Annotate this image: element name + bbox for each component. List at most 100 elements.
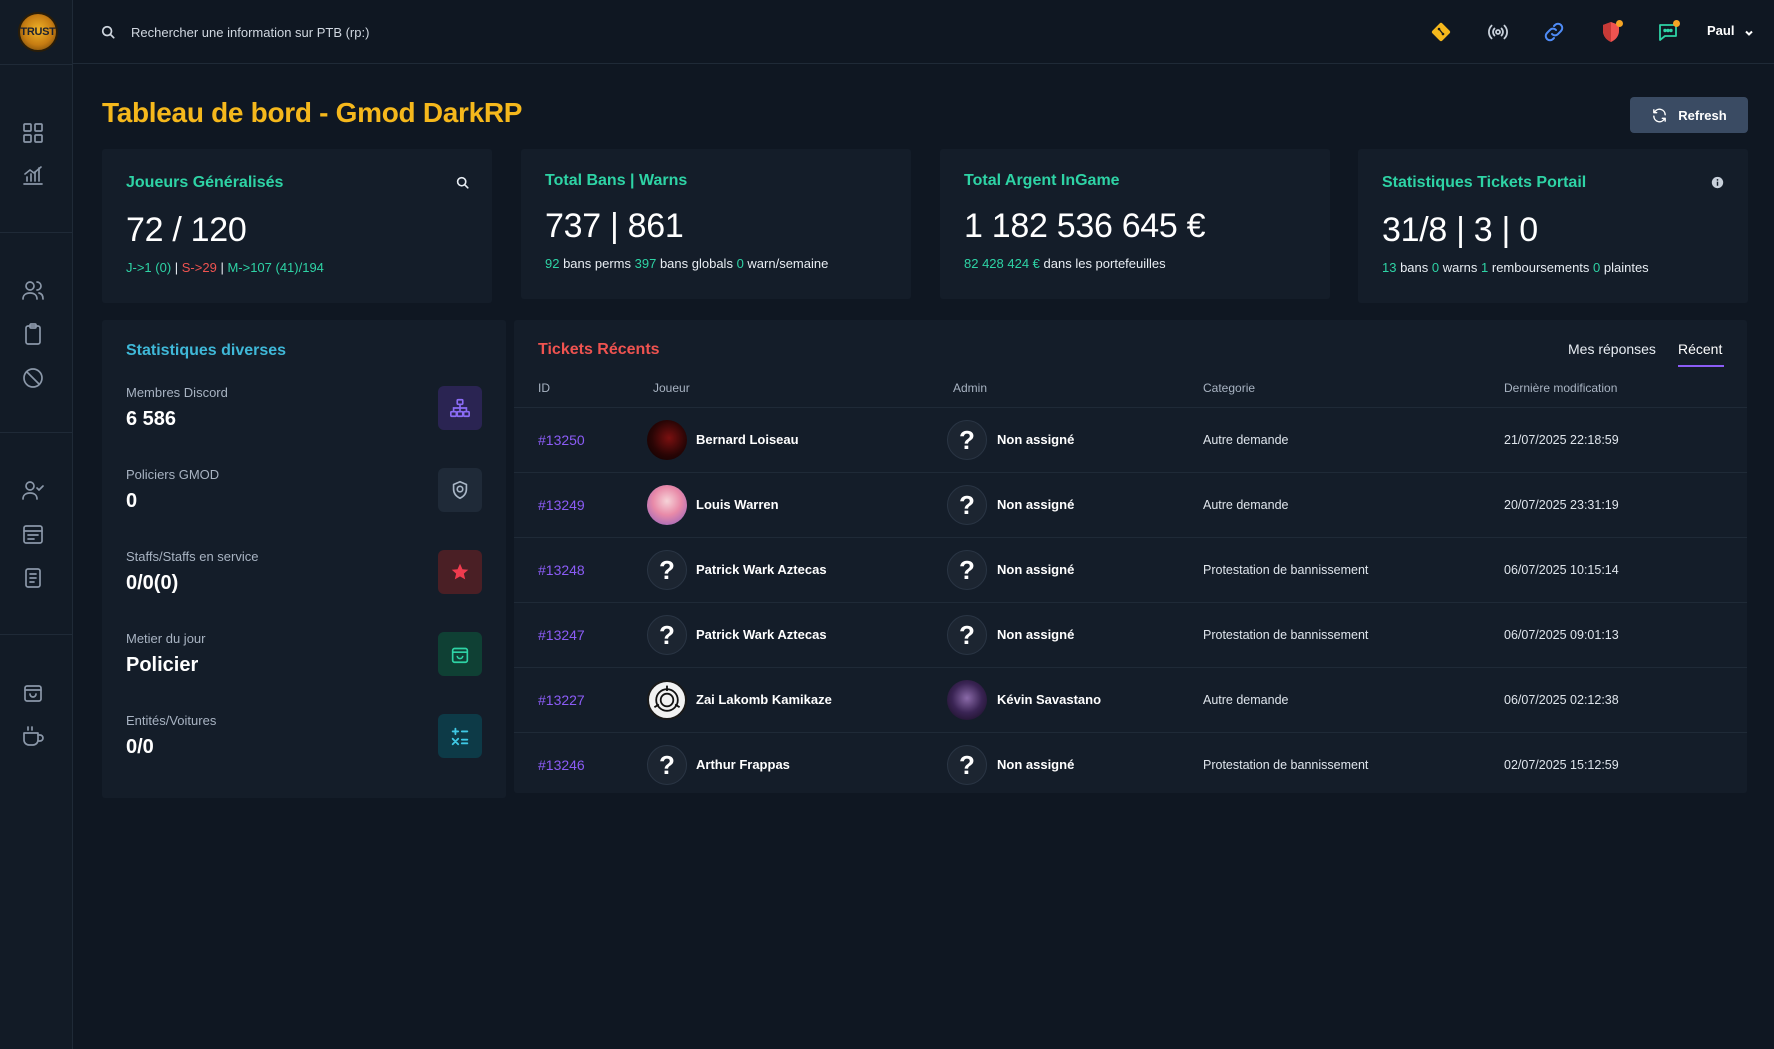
info-icon[interactable] bbox=[1711, 176, 1724, 189]
money-card-title: Total Argent InGame bbox=[964, 172, 1120, 189]
question-mark-icon: ? bbox=[959, 424, 975, 455]
table-row[interactable]: #13227 Zai Lakomb Kamikaze Kévin Savasta… bbox=[514, 667, 1747, 732]
avatar-unknown: ? bbox=[947, 615, 987, 655]
coffee-icon[interactable] bbox=[21, 724, 45, 748]
ticket-modified: 06/07/2025 02:12:38 bbox=[1504, 693, 1619, 707]
player-name: Arthur Frappas bbox=[696, 757, 790, 772]
bans-card-title: Total Bans | Warns bbox=[545, 172, 688, 189]
bans-perms-txt: bans perms bbox=[559, 256, 635, 271]
shield-icon bbox=[438, 468, 482, 512]
player-name: Zai Lakomb Kamikaze bbox=[696, 692, 832, 707]
player-name: Patrick Wark Aztecas bbox=[696, 627, 827, 642]
stat-label: Policiers GMOD bbox=[126, 467, 220, 482]
sidebar-divider bbox=[0, 634, 73, 635]
search-input[interactable] bbox=[131, 20, 731, 44]
bans-breakdown: 92 bans perms 397 bans globals 0 warn/se… bbox=[545, 256, 828, 271]
misc-stats-card: Statistiques diverses Membres Discord 6 … bbox=[102, 320, 506, 798]
player-name: Patrick Wark Aztecas bbox=[696, 562, 827, 577]
ticket-id-link[interactable]: #13247 bbox=[538, 627, 585, 643]
shopping-bag-icon[interactable] bbox=[21, 680, 45, 704]
ts-refunds-num: 1 bbox=[1481, 260, 1489, 275]
money-card: Total Argent InGame 1 182 536 645 € 82 4… bbox=[940, 149, 1330, 299]
ticket-modified: 02/07/2025 15:12:59 bbox=[1504, 758, 1619, 772]
chat-icon[interactable] bbox=[1656, 20, 1680, 44]
topbar: Paul bbox=[73, 0, 1774, 64]
git-diamond-icon[interactable] bbox=[1429, 20, 1453, 44]
table-row[interactable]: #13249 Louis Warren ? Non assigné Autre … bbox=[514, 472, 1747, 537]
ticket-category: Autre demande bbox=[1203, 498, 1289, 512]
table-row[interactable]: #13247 ? Patrick Wark Aztecas ? Non assi… bbox=[514, 602, 1747, 667]
user-check-icon[interactable] bbox=[21, 478, 45, 502]
question-mark-icon: ? bbox=[959, 619, 975, 650]
logo-text: TRUST bbox=[20, 26, 56, 38]
bag-icon bbox=[438, 632, 482, 676]
ban-icon[interactable] bbox=[21, 366, 45, 390]
bans-card: Total Bans | Warns 737 | 861 92 bans per… bbox=[521, 149, 911, 299]
tab-mes-reponses[interactable]: Mes réponses bbox=[1568, 341, 1656, 357]
ts-complaints-num: 0 bbox=[1593, 260, 1601, 275]
avatar bbox=[647, 485, 687, 525]
players-card: Joueurs Généralisés 72 / 120 J->1 (0) | … bbox=[102, 149, 492, 303]
ticket-category: Autre demande bbox=[1203, 693, 1289, 707]
refresh-label: Refresh bbox=[1678, 107, 1727, 123]
sitemap-icon bbox=[438, 386, 482, 430]
table-row[interactable]: #13248 ? Patrick Wark Aztecas ? Non assi… bbox=[514, 537, 1747, 602]
ticket-id-link[interactable]: #13250 bbox=[538, 432, 585, 448]
players-m: M->107 (41)/194 bbox=[227, 260, 324, 275]
notification-dot bbox=[1616, 20, 1623, 27]
avatar-unknown: ? bbox=[647, 745, 687, 785]
players-breakdown: J->1 (0) | S->29 | M->107 (41)/194 bbox=[126, 260, 324, 275]
column-header: Joueur bbox=[653, 381, 690, 395]
dashboard-grid-icon[interactable] bbox=[21, 121, 45, 145]
logo[interactable]: TRUST bbox=[18, 12, 58, 52]
search-icon bbox=[101, 25, 115, 39]
ts-complaints-txt: plaintes bbox=[1600, 260, 1649, 275]
sidebar: TRUST bbox=[0, 0, 73, 1049]
ticket-modified: 20/07/2025 23:31:19 bbox=[1504, 498, 1619, 512]
stat-value: 0/0(0) bbox=[126, 572, 179, 594]
refresh-button[interactable]: Refresh bbox=[1630, 97, 1748, 133]
users-icon[interactable] bbox=[21, 278, 45, 302]
admin-name: Non assigné bbox=[997, 562, 1075, 577]
chevron-down-icon[interactable] bbox=[1744, 25, 1754, 36]
ticket-category: Protestation de bannissement bbox=[1203, 628, 1369, 642]
chart-bar-icon[interactable] bbox=[21, 163, 45, 187]
stat-value: 6 586 bbox=[126, 408, 177, 430]
ticket-modified: 06/07/2025 10:15:14 bbox=[1504, 563, 1619, 577]
ts-bans-txt: bans bbox=[1396, 260, 1432, 275]
ticket-id-link[interactable]: #13227 bbox=[538, 692, 585, 708]
document-icon[interactable] bbox=[21, 566, 45, 590]
avatar bbox=[647, 420, 687, 460]
avatar-scp-logo bbox=[647, 680, 687, 720]
tab-recent[interactable]: Récent bbox=[1678, 341, 1723, 357]
tickets-stats-value: 31/8 | 3 | 0 bbox=[1382, 211, 1538, 249]
bans-perms-num: 92 bbox=[545, 256, 560, 271]
link-icon[interactable] bbox=[1542, 20, 1566, 44]
ticket-id-link[interactable]: #13248 bbox=[538, 562, 585, 578]
question-mark-icon: ? bbox=[959, 489, 975, 520]
avatar-unknown: ? bbox=[947, 745, 987, 785]
warn-num: 0 bbox=[736, 256, 744, 271]
table-row[interactable]: #13246 ? Arthur Frappas ? Non assigné Pr… bbox=[514, 732, 1747, 797]
ts-refunds-txt: remboursements bbox=[1488, 260, 1594, 275]
recent-tickets-card: Tickets Récents Mes réponses Récent ID J… bbox=[514, 320, 1747, 793]
avatar-unknown: ? bbox=[947, 420, 987, 460]
stat-value: 0 bbox=[126, 490, 138, 512]
question-mark-icon: ? bbox=[959, 749, 975, 780]
calendar-list-icon[interactable] bbox=[21, 522, 45, 546]
avatar-unknown: ? bbox=[947, 485, 987, 525]
shield-alert-icon[interactable] bbox=[1599, 20, 1623, 44]
stat-value: Policier bbox=[126, 654, 199, 676]
bans-globals-num: 397 bbox=[634, 256, 657, 271]
ticket-id-link[interactable]: #13249 bbox=[538, 497, 585, 513]
page-title: Tableau de bord - Gmod DarkRP bbox=[102, 97, 523, 128]
search-icon[interactable] bbox=[456, 176, 469, 189]
table-row[interactable]: #13250 Bernard Loiseau ? Non assigné Aut… bbox=[514, 407, 1747, 472]
admin-name: Non assigné bbox=[997, 432, 1075, 447]
clipboard-icon[interactable] bbox=[21, 322, 45, 346]
calculator-icon bbox=[438, 714, 482, 758]
ticket-id-link[interactable]: #13246 bbox=[538, 757, 585, 773]
broadcast-icon[interactable] bbox=[1486, 20, 1510, 44]
user-menu[interactable]: Paul bbox=[1707, 23, 1735, 38]
stat-value: 0/0 bbox=[126, 736, 154, 758]
